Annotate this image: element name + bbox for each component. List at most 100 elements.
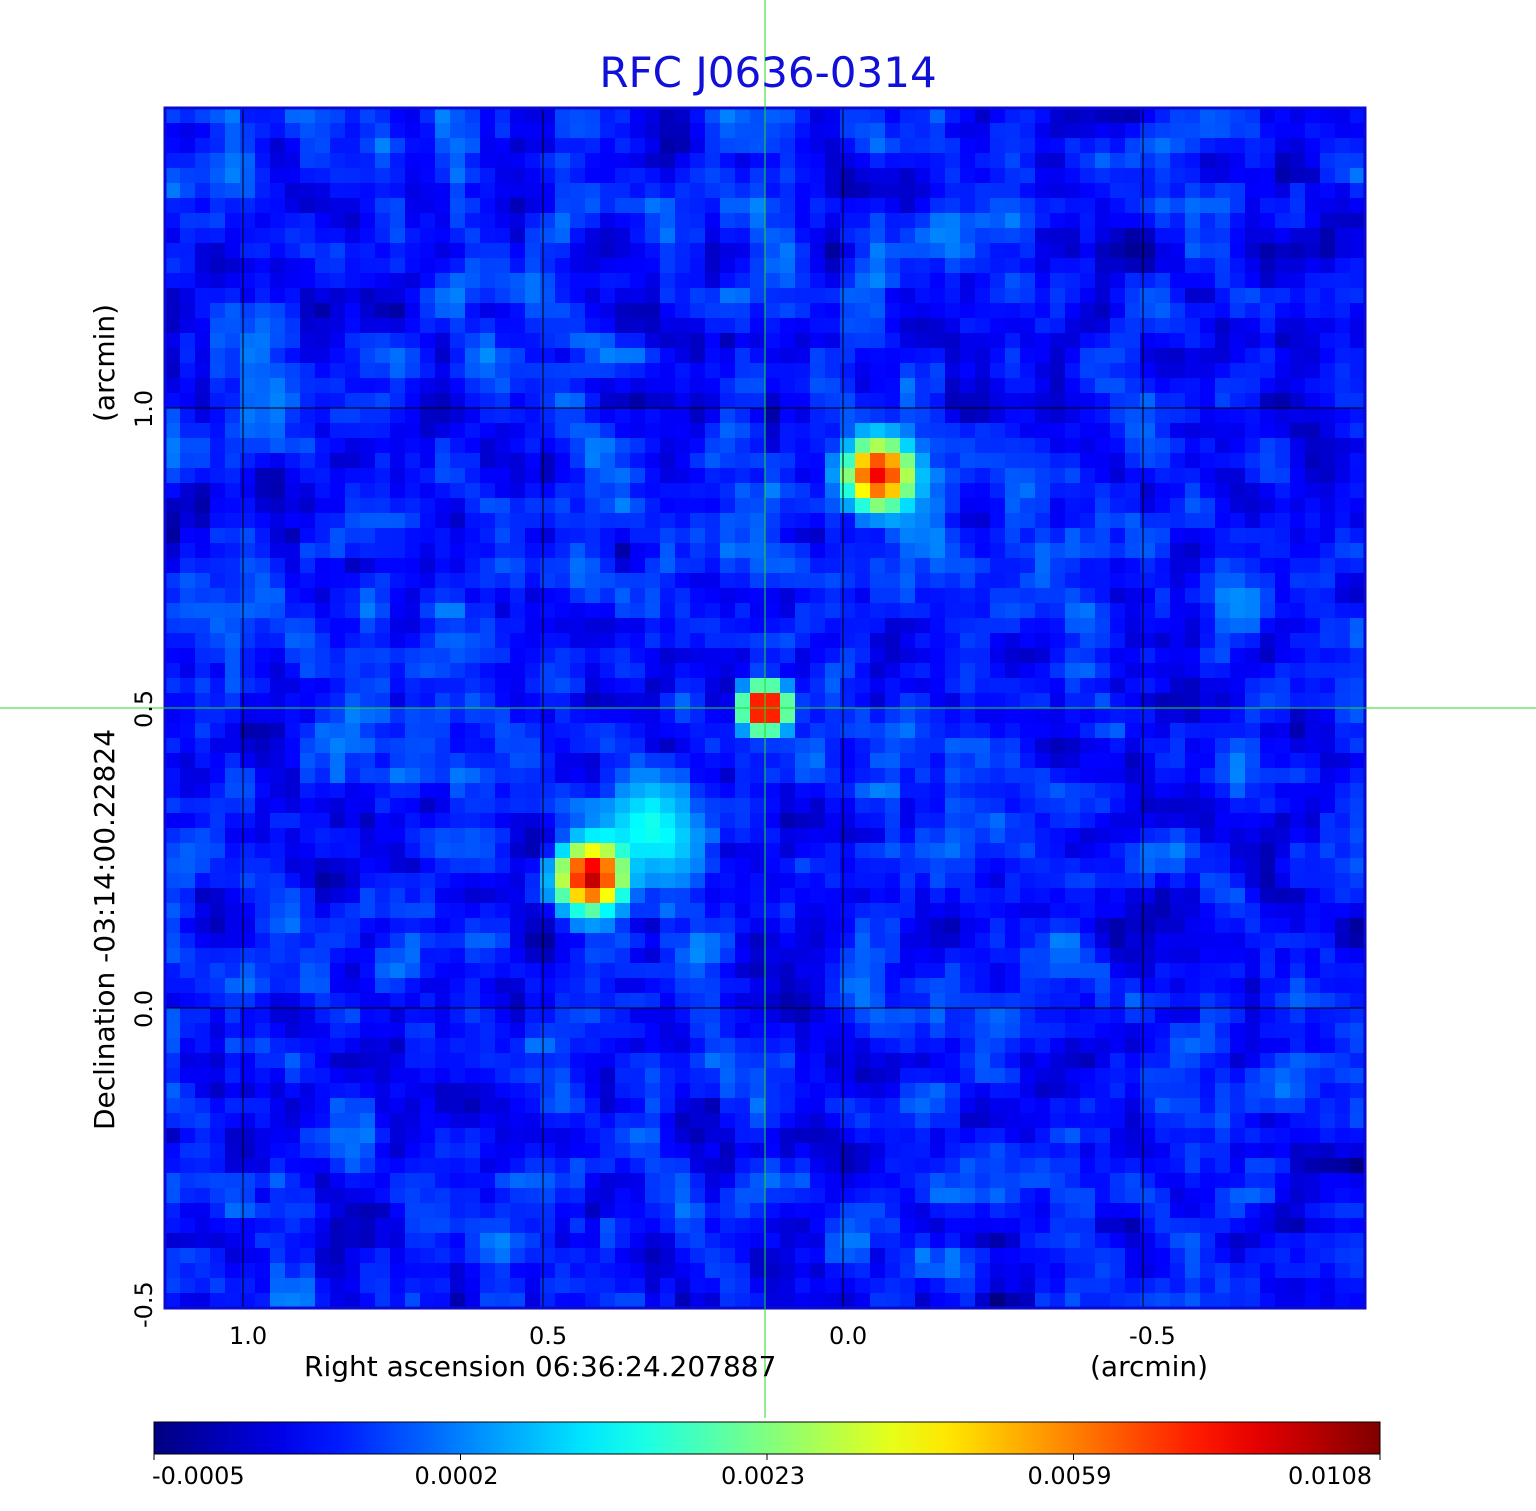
map-pixel — [825, 498, 841, 514]
map-pixel — [165, 438, 181, 454]
map-pixel — [420, 153, 436, 169]
map-pixel — [225, 438, 241, 454]
map-pixel — [1155, 528, 1171, 544]
map-pixel — [495, 438, 511, 454]
map-pixel — [1200, 828, 1216, 844]
map-pixel — [960, 153, 976, 169]
map-pixel — [720, 933, 736, 949]
map-pixel — [870, 483, 886, 499]
map-pixel — [390, 993, 406, 1009]
map-pixel — [180, 708, 196, 724]
map-pixel — [1335, 633, 1351, 649]
map-pixel — [765, 858, 781, 874]
map-pixel — [255, 738, 271, 754]
map-pixel — [885, 183, 901, 199]
map-pixel — [555, 303, 571, 319]
map-pixel — [960, 948, 976, 964]
map-pixel — [1005, 318, 1021, 334]
map-pixel — [765, 153, 781, 169]
map-pixel — [585, 948, 601, 964]
map-pixel — [870, 543, 886, 559]
map-pixel — [435, 123, 451, 139]
map-pixel — [255, 348, 271, 364]
map-pixel — [480, 888, 496, 904]
map-pixel — [1065, 363, 1081, 379]
map-pixel — [825, 693, 841, 709]
map-pixel — [1170, 213, 1186, 229]
map-pixel — [1170, 438, 1186, 454]
map-pixel — [435, 828, 451, 844]
map-pixel — [870, 408, 886, 424]
map-pixel — [690, 588, 706, 604]
map-pixel — [1095, 423, 1111, 439]
map-pixel — [450, 768, 466, 784]
map-pixel — [570, 1008, 586, 1024]
map-pixel — [720, 588, 736, 604]
map-pixel — [390, 423, 406, 439]
map-pixel — [870, 303, 886, 319]
map-pixel — [330, 708, 346, 724]
map-pixel — [1335, 723, 1351, 739]
map-pixel — [1290, 363, 1306, 379]
map-pixel — [765, 648, 781, 664]
map-pixel — [450, 483, 466, 499]
map-pixel — [510, 378, 526, 394]
map-pixel — [360, 618, 376, 634]
map-pixel — [1065, 768, 1081, 784]
map-pixel — [555, 333, 571, 349]
map-pixel — [1110, 768, 1126, 784]
map-pixel — [1095, 363, 1111, 379]
map-pixel — [1170, 303, 1186, 319]
map-pixel — [975, 633, 991, 649]
map-pixel — [330, 258, 346, 274]
map-pixel — [975, 483, 991, 499]
map-pixel — [1305, 153, 1321, 169]
map-pixel — [945, 618, 961, 634]
map-pixel — [570, 813, 586, 829]
map-pixel — [555, 453, 571, 469]
map-pixel — [360, 558, 376, 574]
map-pixel — [375, 603, 391, 619]
map-pixel — [720, 558, 736, 574]
map-pixel — [1170, 348, 1186, 364]
map-pixel — [960, 603, 976, 619]
map-pixel — [1230, 213, 1246, 229]
map-pixel — [525, 423, 541, 439]
map-pixel — [1140, 708, 1156, 724]
map-pixel — [1155, 333, 1171, 349]
map-pixel — [990, 228, 1006, 244]
map-pixel — [1125, 1008, 1141, 1024]
map-pixel — [345, 753, 361, 769]
map-pixel — [285, 213, 301, 229]
map-pixel — [255, 588, 271, 604]
map-pixel — [1080, 963, 1096, 979]
map-pixel — [240, 828, 256, 844]
map-pixel — [1200, 513, 1216, 529]
map-pixel — [555, 963, 571, 979]
map-pixel — [1320, 843, 1336, 859]
map-pixel — [1020, 663, 1036, 679]
map-pixel — [645, 438, 661, 454]
map-pixel — [1215, 768, 1231, 784]
map-pixel — [540, 963, 556, 979]
map-pixel — [900, 198, 916, 214]
map-pixel — [345, 198, 361, 214]
map-pixel — [900, 903, 916, 919]
map-pixel — [795, 618, 811, 634]
map-pixel — [585, 693, 601, 709]
map-pixel — [1290, 408, 1306, 424]
map-pixel — [585, 318, 601, 334]
map-pixel — [870, 438, 886, 454]
map-pixel — [1215, 108, 1231, 124]
map-pixel — [975, 1023, 991, 1039]
map-pixel — [900, 408, 916, 424]
map-pixel — [1290, 543, 1306, 559]
map-pixel — [915, 708, 931, 724]
map-pixel — [225, 228, 241, 244]
map-pixel — [825, 123, 841, 139]
map-pixel — [1155, 828, 1171, 844]
map-pixel — [300, 588, 316, 604]
map-pixel — [660, 438, 676, 454]
map-pixel — [1215, 798, 1231, 814]
